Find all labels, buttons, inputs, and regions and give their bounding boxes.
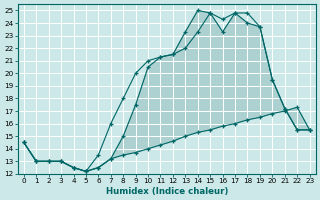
- X-axis label: Humidex (Indice chaleur): Humidex (Indice chaleur): [106, 187, 228, 196]
- Polygon shape: [24, 10, 310, 171]
